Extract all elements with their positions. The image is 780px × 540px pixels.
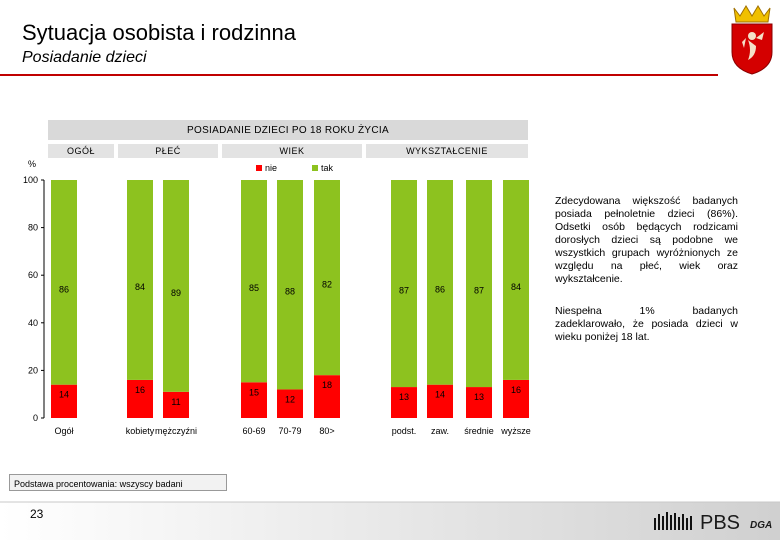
group-header-ogol: OGÓŁ <box>48 144 114 158</box>
bar-nie <box>503 379 529 418</box>
bar-nie <box>391 387 417 418</box>
page-title: Sytuacja osobista i rodzinna <box>22 20 296 45</box>
description-paragraph-1: Zdecydowana większość badanych posiada p… <box>555 195 738 285</box>
y-tick-label: 40 <box>28 318 38 328</box>
data-label-nie: 15 <box>249 387 259 397</box>
data-label-nie: 16 <box>511 385 521 395</box>
y-axis-label: % <box>28 159 37 169</box>
data-label-tak: 87 <box>399 286 409 296</box>
y-tick-label: 60 <box>28 270 38 280</box>
group-header-wiek: WIEK <box>222 144 362 158</box>
data-label-nie: 12 <box>285 394 295 404</box>
data-label-nie: 14 <box>435 390 445 400</box>
bar-nie <box>241 382 267 418</box>
legend-swatch-tak <box>312 165 318 171</box>
bar-tak <box>314 180 340 376</box>
description-paragraph-2: Niespełna 1% badanych zadeklarowało, że … <box>555 305 738 343</box>
legend-item-tak: tak <box>312 163 333 173</box>
group-header-plec: PŁEĆ <box>118 144 218 158</box>
bar-tak <box>163 180 189 392</box>
data-label-nie: 14 <box>59 390 69 400</box>
data-label-tak: 85 <box>249 283 259 293</box>
legend-label-nie: nie <box>265 163 278 173</box>
y-tick-label: 0 <box>33 413 38 423</box>
data-label-tak: 87 <box>474 286 484 296</box>
pbs-logo: PBS DGA <box>654 512 772 532</box>
warsaw-crest-icon <box>731 5 773 75</box>
bar-nie <box>127 379 153 418</box>
x-category-label: 80> <box>319 426 334 436</box>
data-label-nie: 13 <box>474 392 484 402</box>
base-note: Podstawa procentowania: wszyscy badani <box>9 474 227 491</box>
bar-tak <box>503 180 529 380</box>
bar-tak <box>391 180 417 388</box>
y-tick-label: 20 <box>28 365 38 375</box>
bar-tak <box>127 180 153 380</box>
x-category-label: średnie <box>464 426 494 436</box>
bar-tak <box>241 180 267 383</box>
description-text: Zdecydowana większość badanych posiada p… <box>555 195 738 363</box>
data-label-nie: 11 <box>171 397 180 407</box>
bar-nie <box>51 384 77 418</box>
data-label-tak: 86 <box>435 284 445 294</box>
bar-tak <box>427 180 453 385</box>
data-label-tak: 88 <box>285 287 295 297</box>
data-label-tak: 82 <box>322 280 332 290</box>
data-label-tak: 84 <box>135 282 145 292</box>
bar-tak <box>466 180 492 388</box>
x-category-label: zaw. <box>431 426 449 436</box>
data-label-tak: 84 <box>511 282 521 292</box>
legend-label-tak: tak <box>321 163 334 173</box>
bar-nie <box>466 387 492 418</box>
chart-title: POSIADANIE DZIECI PO 18 ROKU ŻYCIA <box>48 120 528 140</box>
bar-nie <box>314 375 340 418</box>
data-label-tak: 89 <box>171 288 181 298</box>
data-label-nie: 18 <box>322 380 332 390</box>
pbs-logo-text: PBS <box>700 512 740 532</box>
x-category-label: mężczyźni <box>155 426 197 436</box>
x-category-label: Ogół <box>54 426 73 436</box>
bar-nie <box>277 389 303 418</box>
x-category-label: podst. <box>392 426 417 436</box>
x-category-label: wyższe <box>500 426 531 436</box>
page-number: 23 <box>30 507 44 521</box>
dga-logo-text: DGA <box>750 520 772 531</box>
x-category-label: 60-69 <box>242 426 265 436</box>
footer-swoosh <box>0 501 780 540</box>
y-tick-label: 100 <box>23 175 38 185</box>
bar-nie <box>163 391 189 418</box>
legend-swatch-nie <box>256 165 262 171</box>
legend-item-nie: nie <box>256 163 277 173</box>
title-divider <box>0 74 718 76</box>
data-label-nie: 16 <box>135 385 145 395</box>
bar-tak <box>277 180 303 390</box>
data-label-nie: 13 <box>399 392 409 402</box>
x-category-label: 70-79 <box>278 426 301 436</box>
group-header-wyksztalcenie: WYKSZTAŁCENIE <box>366 144 528 158</box>
y-tick-label: 80 <box>28 223 38 233</box>
bar-nie <box>427 384 453 418</box>
x-category-label: kobiety <box>126 426 155 436</box>
bar-tak <box>51 180 77 385</box>
data-label-tak: 86 <box>59 284 69 294</box>
page-subtitle: Posiadanie dzieci <box>22 49 147 66</box>
